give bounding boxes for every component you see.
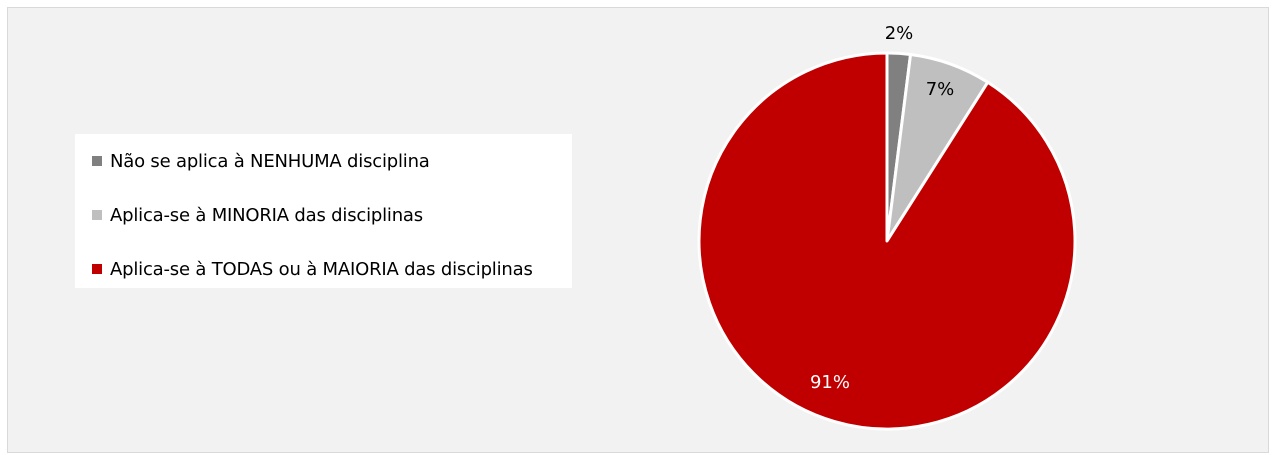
legend-label: Aplica-se à TODAS ou à MAIORIA das disci…: [110, 258, 533, 280]
legend-swatch: [92, 156, 102, 166]
chart-legend: Não se aplica à NENHUMA disciplina Aplic…: [75, 134, 572, 288]
legend-item-nenhuma: Não se aplica à NENHUMA disciplina: [75, 148, 572, 174]
legend-item-minoria: Aplica-se à MINORIA das disciplinas: [75, 202, 572, 228]
slice-value-label: 7%: [926, 79, 955, 100]
legend-swatch: [92, 264, 102, 274]
pie-slice: [697, 51, 1077, 431]
legend-label: Não se aplica à NENHUMA disciplina: [110, 150, 430, 172]
legend-item-maioria: Aplica-se à TODAS ou à MAIORIA das disci…: [75, 256, 572, 282]
slice-value-label: 91%: [810, 372, 850, 393]
legend-label: Aplica-se à MINORIA das disciplinas: [110, 204, 423, 226]
slice-value-label: 2%: [885, 23, 914, 44]
legend-swatch: [92, 210, 102, 220]
